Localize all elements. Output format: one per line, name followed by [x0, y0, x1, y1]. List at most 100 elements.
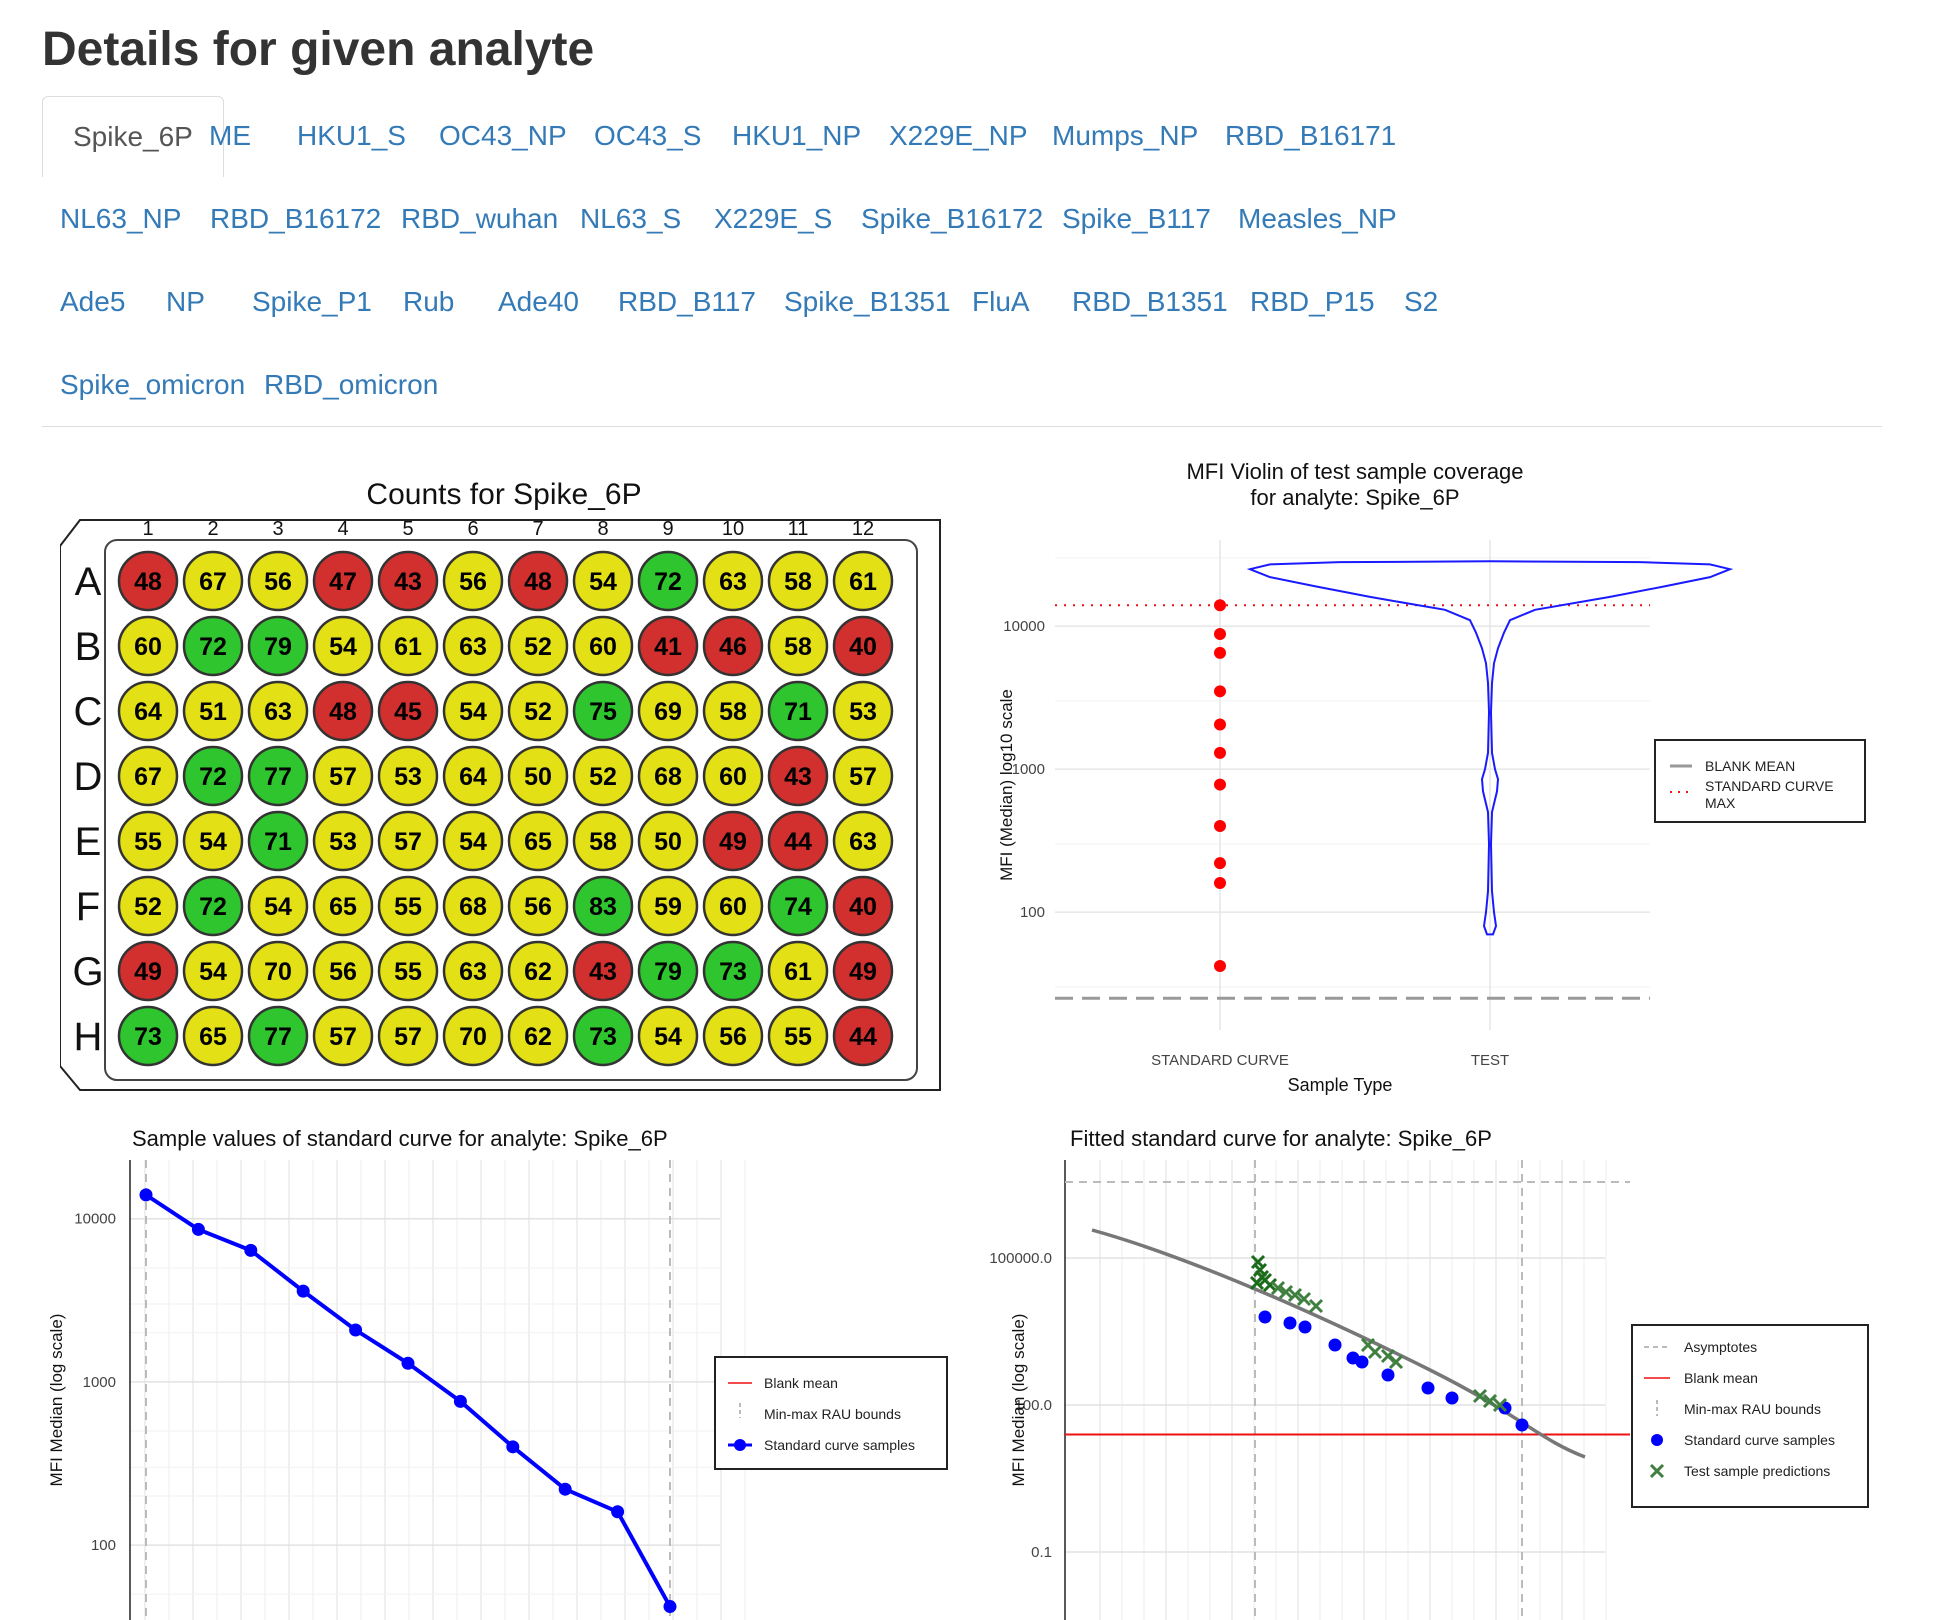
standard-curve-point [663, 1600, 677, 1614]
fitted-standard-curve-chart: Fitted standard curve for analyte: Spike… [989, 1126, 1869, 1620]
legend-box [1631, 1324, 1869, 1508]
standard-curve-point [1214, 960, 1226, 973]
test-prediction [1278, 1284, 1294, 1300]
tab-oc43-np[interactable]: OC43_NP [439, 120, 567, 151]
well-circle [377, 615, 439, 677]
tab-np[interactable]: NP [166, 286, 205, 317]
well-count: 63 [459, 958, 487, 986]
tab-rbd-b1351[interactable]: RBD_B1351 [1072, 286, 1228, 317]
well-count: 60 [719, 893, 747, 921]
tab-spike-p1[interactable]: Spike_P1 [252, 286, 372, 317]
tab-me[interactable]: ME [209, 120, 251, 151]
well-circle [442, 940, 504, 1002]
well-count: 51 [199, 698, 227, 726]
well-count: 57 [394, 1023, 422, 1051]
well-circle [507, 615, 569, 677]
well-count: 64 [134, 698, 162, 726]
well-circle [637, 940, 699, 1002]
well-count: 50 [654, 828, 682, 856]
fitted-title: Fitted standard curve for analyte: Spike… [1070, 1126, 1492, 1151]
well-count: 49 [134, 958, 162, 986]
well-count: 79 [654, 958, 682, 986]
y-tick-label: 100 [91, 1537, 116, 1554]
well-circle [182, 550, 244, 612]
tab-nl63-s[interactable]: NL63_S [580, 203, 682, 234]
tab-rbd-omicron[interactable]: RBD_omicron [264, 369, 439, 400]
tab-spike-b1351[interactable]: Spike_B1351 [784, 286, 951, 317]
column-label: 6 [467, 518, 478, 540]
well-circle [767, 875, 829, 937]
well-count: 43 [394, 568, 422, 596]
tab-rbd-wuhan[interactable]: RBD_wuhan [401, 203, 559, 234]
well-count: 72 [654, 568, 682, 596]
violin-subtitle: for analyte: Spike_6P [1250, 485, 1459, 510]
y-axis-label: MFI (Median) log10 scale [997, 689, 1016, 881]
tab-x229e-np[interactable]: X229E_NP [889, 120, 1028, 151]
tab-rbd-p15[interactable]: RBD_P15 [1250, 286, 1375, 317]
well-circle [182, 810, 244, 872]
well-circle [312, 615, 374, 677]
well-circle [507, 745, 569, 807]
y-tick-label: 1000 [1012, 761, 1045, 778]
well-circle [637, 745, 699, 807]
well-count: 67 [199, 568, 227, 596]
legend-label: BLANK MEAN [1705, 758, 1795, 774]
legend-label: STANDARD CURVE [1705, 778, 1834, 794]
x-tick-label: TEST [1471, 1052, 1509, 1069]
tab-s2[interactable]: S2 [1404, 286, 1439, 317]
tab-ade40[interactable]: Ade40 [498, 286, 579, 317]
well-count: 50 [524, 763, 552, 791]
standard-curve-point [1214, 820, 1226, 833]
plate-counts-chart: Counts for Spike_6P1 2 3 4 5 6 7 8 9 10 11 12ABCDEF… [60, 478, 941, 1091]
tab-x229e-s[interactable]: X229E_S [714, 203, 833, 234]
well-circle [117, 615, 179, 677]
well-circle [572, 810, 634, 872]
well-circle [312, 680, 374, 742]
well-circle [702, 875, 764, 937]
tab-rub[interactable]: Rub [403, 286, 455, 317]
well-circle [832, 810, 894, 872]
well-circle [572, 550, 634, 612]
tab-spike-b117[interactable]: Spike_B117 [1062, 203, 1211, 234]
plate-title: Counts for Spike_6P [366, 478, 641, 511]
well-count: 70 [459, 1023, 487, 1051]
well-count: 52 [524, 698, 552, 726]
standard-curve-point [1328, 1338, 1342, 1352]
standard-curve-point [1355, 1355, 1369, 1369]
tab-nl63-np[interactable]: NL63_NP [60, 203, 182, 234]
standard-curve-point [1214, 628, 1226, 641]
well-circle [182, 615, 244, 677]
tab-rbd-b117[interactable]: RBD_B117 [618, 286, 757, 317]
well-count: 60 [589, 633, 617, 661]
standard-curve-point [1298, 1320, 1312, 1334]
well-circle [117, 745, 179, 807]
tab-spike-omicron[interactable]: Spike_omicron [60, 369, 246, 400]
well-circle [312, 940, 374, 1002]
tab-hku1-np[interactable]: HKU1_NP [732, 120, 862, 151]
tab-rbd-b16171[interactable]: RBD_B16171 [1225, 120, 1397, 151]
standard-curve-point [506, 1440, 520, 1454]
well-count: 44 [784, 828, 812, 856]
well-circle [182, 1005, 244, 1067]
tab-rbd-b16172[interactable]: RBD_B16172 [210, 203, 382, 234]
well-count: 58 [784, 568, 812, 596]
tab-measles-np[interactable]: Measles_NP [1238, 203, 1397, 234]
well-circle [767, 615, 829, 677]
tab-flua[interactable]: FluA [972, 286, 1030, 317]
well-count: 49 [719, 828, 747, 856]
well-circle [832, 745, 894, 807]
tab-mumps-np[interactable]: Mumps_NP [1052, 120, 1199, 151]
tab-spike-b16172[interactable]: Spike_B16172 [861, 203, 1044, 234]
well-circle [247, 810, 309, 872]
well-circle [247, 1005, 309, 1067]
tab-oc43-s[interactable]: OC43_S [594, 120, 702, 151]
well-count: 59 [654, 893, 682, 921]
tab-ade5[interactable]: Ade5 [60, 286, 126, 317]
tab-spike-6p[interactable]: Spike_6P [42, 96, 224, 177]
column-label: 11 [788, 518, 809, 540]
tab-hku1-s[interactable]: HKU1_S [297, 120, 406, 151]
well-circle [247, 940, 309, 1002]
legend-label: Asymptotes [1684, 1339, 1757, 1355]
well-circle [637, 680, 699, 742]
